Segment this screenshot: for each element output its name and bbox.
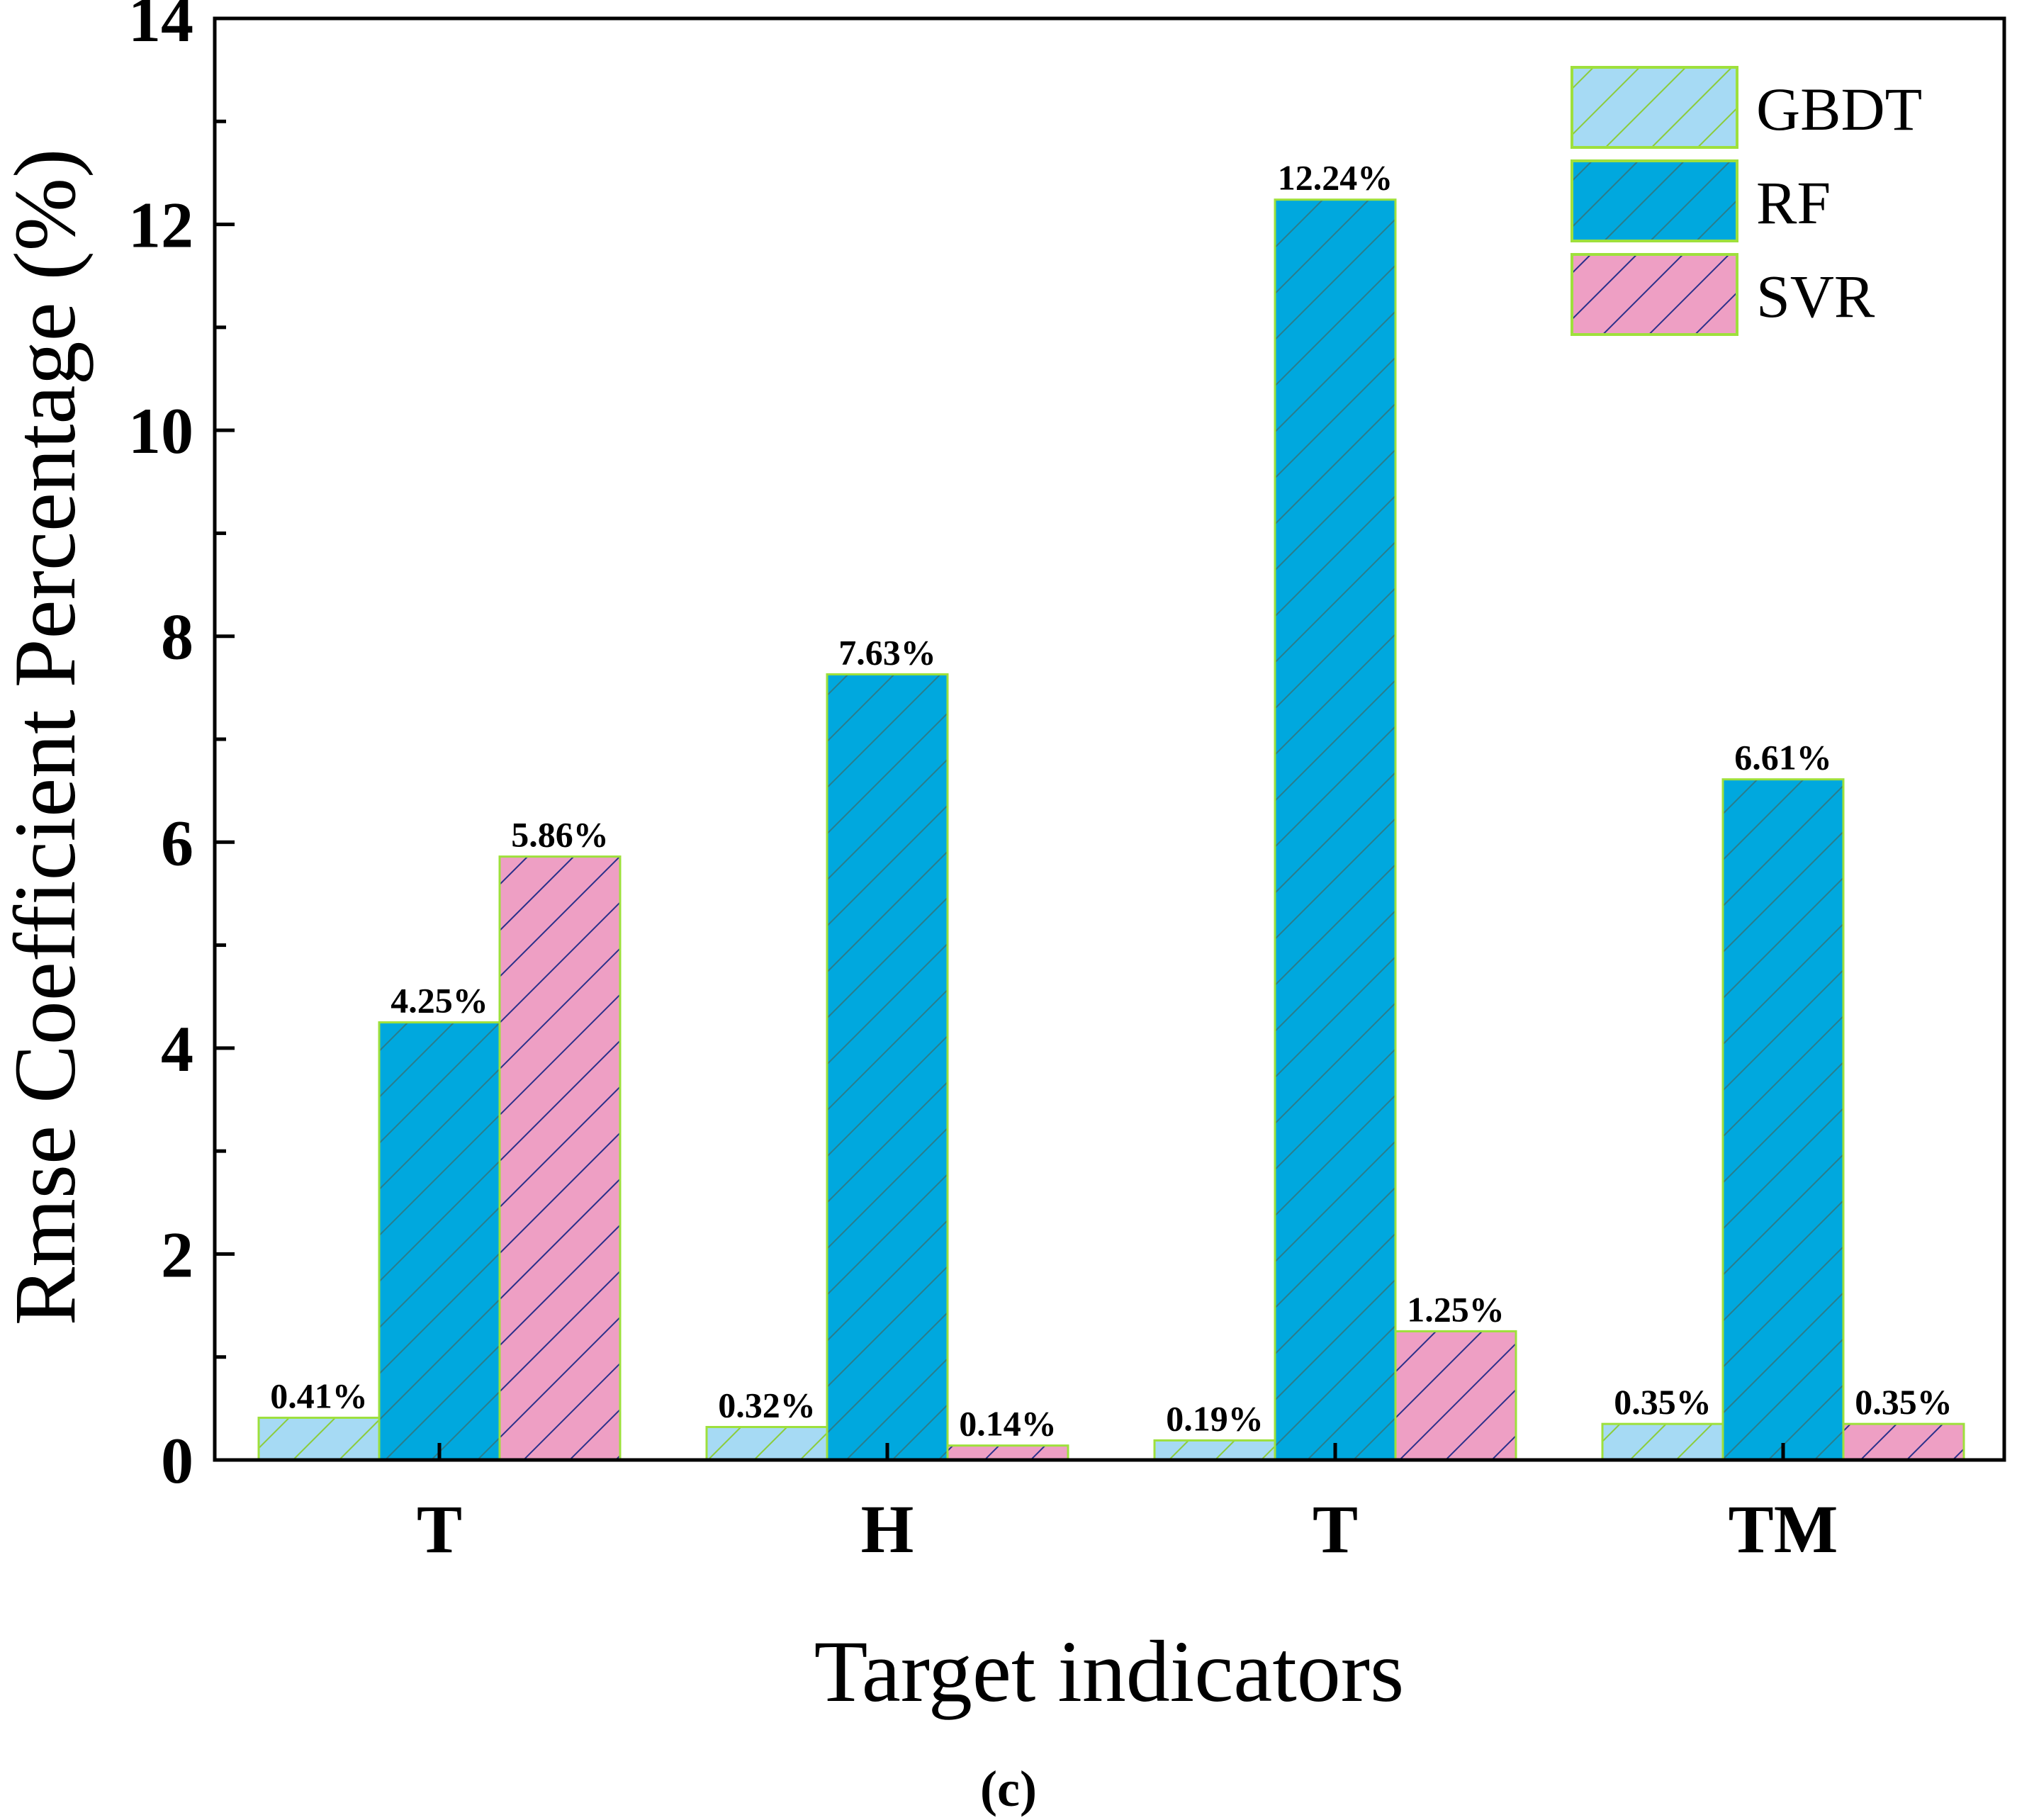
- legend-swatch-gbdt: [1571, 66, 1738, 149]
- bar-rf-tm-4: [1721, 778, 1845, 1461]
- bar-rf-h-2: [826, 673, 949, 1461]
- data-label: 4.25%: [391, 981, 488, 1021]
- y-tick-label: 0: [161, 1425, 193, 1497]
- y-tick-label: 2: [161, 1218, 193, 1291]
- x-category-label: T: [417, 1491, 462, 1567]
- data-label: 0.35%: [1855, 1382, 1953, 1422]
- x-category-label: TM: [1729, 1491, 1838, 1567]
- bars-layer: [257, 198, 1965, 1461]
- bar-svr-tm-4: [1842, 1422, 1965, 1461]
- y-tick-label: 14: [128, 0, 193, 55]
- legend: GBDT RF SVR: [1571, 66, 1922, 336]
- legend-label-gbdt: GBDT: [1756, 75, 1922, 143]
- data-label: 12.24%: [1278, 158, 1393, 198]
- data-label: 0.19%: [1166, 1398, 1264, 1438]
- legend-label-svr: SVR: [1756, 262, 1875, 330]
- y-axis-title: Rmse Coefficient Percentage (%): [0, 149, 94, 1326]
- data-label: 7.63%: [838, 632, 936, 672]
- data-label: 0.32%: [718, 1386, 816, 1425]
- bar-svr-t-1: [498, 855, 622, 1461]
- bar-svr-h-2: [946, 1444, 1069, 1461]
- x-axis: T H T TM: [417, 1443, 1838, 1567]
- y-tick-label: 4: [161, 1013, 193, 1085]
- bar-svr-t-3: [1394, 1330, 1517, 1461]
- y-tick-label: 6: [161, 807, 193, 879]
- figure-caption: (c): [980, 1760, 1037, 1817]
- legend-swatch-rf: [1571, 159, 1738, 242]
- data-label: 0.41%: [270, 1376, 368, 1415]
- legend-label-rf: RF: [1756, 169, 1831, 237]
- data-label: 6.61%: [1734, 738, 1832, 777]
- bar-gbdt-h-2: [705, 1426, 828, 1461]
- bar-gbdt-tm-4: [1601, 1422, 1724, 1461]
- data-label: 1.25%: [1407, 1289, 1505, 1329]
- x-category-label: T: [1313, 1491, 1358, 1567]
- y-tick-label: 8: [161, 601, 193, 673]
- y-axis: 0 2 4 6 8 10 12 14: [128, 0, 235, 1497]
- bar-gbdt-t-3: [1153, 1439, 1276, 1461]
- bar-rf-t-3: [1274, 198, 1397, 1461]
- y-tick-label: 12: [128, 189, 193, 262]
- x-axis-title: Target indicators: [814, 1623, 1405, 1720]
- data-label: 5.86%: [511, 815, 609, 855]
- data-label: 0.14%: [959, 1404, 1057, 1444]
- bar-gbdt-t-1: [257, 1416, 381, 1461]
- data-labels-layer: 0.41% 4.25% 5.86% 0.32% 7.63% 0.14% 0.19% 12.24…: [270, 158, 1953, 1444]
- y-tick-label: 10: [128, 395, 193, 467]
- legend-swatch-svr: [1571, 253, 1738, 336]
- data-label: 0.35%: [1614, 1382, 1712, 1422]
- x-category-label: H: [861, 1491, 914, 1567]
- bar-rf-t-1: [378, 1021, 501, 1461]
